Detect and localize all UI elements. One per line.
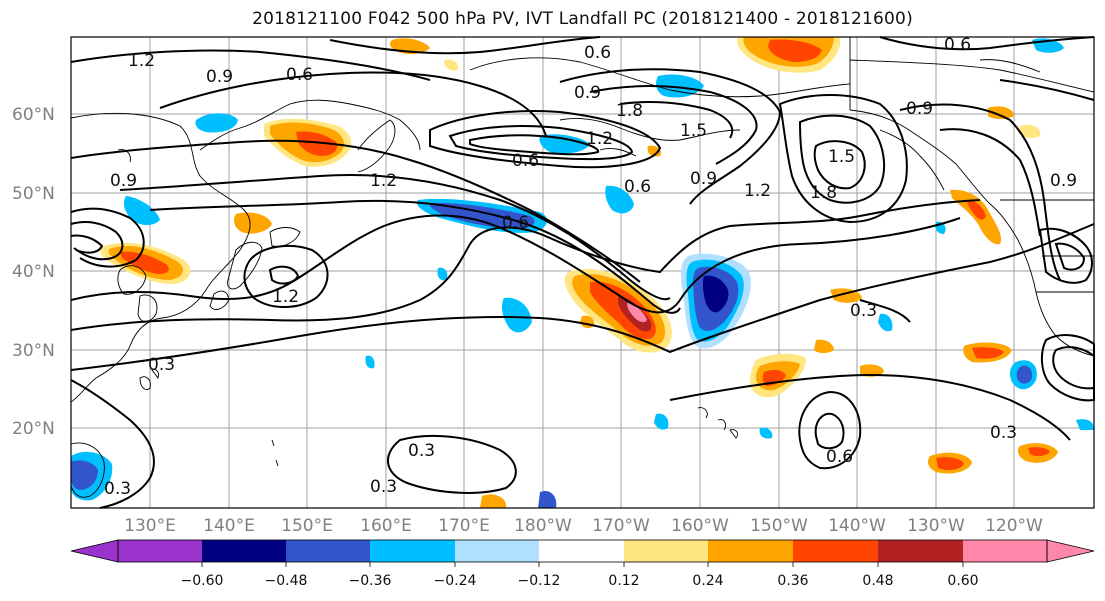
colorbar-outline xyxy=(117,539,1048,563)
contour-label: 0.3 xyxy=(990,423,1017,443)
contour-label: 1.2 xyxy=(586,129,613,149)
contour-label: 1.8 xyxy=(616,101,643,121)
colorbar-tick-label: 0.24 xyxy=(692,573,723,589)
contour-label: 1.5 xyxy=(680,121,707,141)
colorbar-segment xyxy=(286,540,370,562)
lon-label: 160°W xyxy=(671,516,729,536)
contour-label: 1.2 xyxy=(370,171,397,191)
map-title: 2018121100 F042 500 hPa PV, IVT Landfall… xyxy=(252,9,913,29)
contour-label: 1.2 xyxy=(128,51,155,71)
contour-label: 0.6 xyxy=(826,447,853,467)
colorbar-over-extension xyxy=(1046,539,1095,563)
contour-label: 0.9 xyxy=(1050,171,1077,191)
pv-anomaly-fill xyxy=(71,37,1094,508)
lon-label: 140°E xyxy=(203,516,255,536)
lat-label: 30°N xyxy=(12,341,55,361)
colorbar-tick-label: 0.48 xyxy=(862,573,893,589)
contour-label: 0.3 xyxy=(850,301,877,321)
lon-label: 150°W xyxy=(750,516,808,536)
map-frame xyxy=(70,36,1095,509)
colorbar-segment xyxy=(118,540,202,562)
contour-label: 0.3 xyxy=(104,479,131,499)
lon-label: 130°E xyxy=(124,516,176,536)
colorbar-segment xyxy=(963,540,1047,562)
colorbar-segment xyxy=(624,540,708,562)
contour-label: 1.5 xyxy=(828,147,855,167)
colorbar-tick-label: 0.60 xyxy=(947,573,978,589)
colorbar: −0.60 −0.48 −0.36 −0.24 −0.12 0.12 0.24 … xyxy=(70,539,1095,589)
pv-contours xyxy=(70,36,1095,509)
contour-label: 1.2 xyxy=(744,181,771,201)
contour-label: 0.9 xyxy=(206,67,233,87)
colorbar-segment xyxy=(455,540,539,562)
contour-label: 0.9 xyxy=(906,99,933,119)
longitude-labels: 130°E 140°E 150°E 160°E 170°E 180°W 170°… xyxy=(124,516,1043,536)
colorbar-segment xyxy=(539,540,624,562)
contour-label: 0.3 xyxy=(408,441,435,461)
lon-label: 170°E xyxy=(438,516,490,536)
lon-label: 120°W xyxy=(985,516,1043,536)
lon-label: 170°W xyxy=(592,516,650,536)
contour-labels: 1.2 0.9 0.6 0.6 0.9 1.8 1.2 0.6 1.5 0.6 … xyxy=(104,35,1077,499)
contour-label: 0.6 xyxy=(512,151,539,171)
lon-label: 130°W xyxy=(907,516,965,536)
lat-label: 60°N xyxy=(12,105,55,125)
colorbar-segment xyxy=(793,540,878,562)
colorbar-ticks xyxy=(201,562,964,567)
contour-label: 0.9 xyxy=(690,169,717,189)
lon-label: 150°E xyxy=(281,516,333,536)
contour-label: 0.3 xyxy=(148,355,175,375)
colorbar-tick-label: −0.24 xyxy=(434,573,477,589)
contour-label: 0.9 xyxy=(574,83,601,103)
contour-label: 1.2 xyxy=(272,287,299,307)
lon-label: 140°W xyxy=(828,516,886,536)
colorbar-tick-label: 0.12 xyxy=(608,573,639,589)
lat-label: 50°N xyxy=(12,184,55,204)
lat-label: 40°N xyxy=(12,262,55,282)
colorbar-tick-label: −0.48 xyxy=(265,573,308,589)
colorbar-segment xyxy=(708,540,793,562)
colorbar-segment xyxy=(202,540,286,562)
colorbar-tick-label: −0.60 xyxy=(181,573,224,589)
colorbar-tick-label: 0.36 xyxy=(777,573,808,589)
contour-label: 0.6 xyxy=(944,35,971,55)
lon-label: 180°W xyxy=(514,516,572,536)
contour-label: 0.9 xyxy=(110,171,137,191)
colorbar-under-extension xyxy=(70,539,119,563)
contour-label: 0.6 xyxy=(584,43,611,63)
contour-label: 0.6 xyxy=(286,65,313,85)
colorbar-segment xyxy=(370,540,455,562)
colorbar-tick-label: −0.12 xyxy=(518,573,561,589)
lon-label: 160°E xyxy=(360,516,412,536)
contour-label: 0.3 xyxy=(370,477,397,497)
contour-label: 0.6 xyxy=(502,213,529,233)
colorbar-segment xyxy=(878,540,963,562)
lat-label: 20°N xyxy=(12,419,55,439)
latitude-labels: 60°N 50°N 40°N 30°N 20°N xyxy=(12,105,55,439)
colorbar-tick-label: −0.36 xyxy=(349,573,392,589)
contour-label: 1.8 xyxy=(810,183,837,203)
coastlines xyxy=(70,37,1095,498)
contour-label: 0.6 xyxy=(624,177,651,197)
